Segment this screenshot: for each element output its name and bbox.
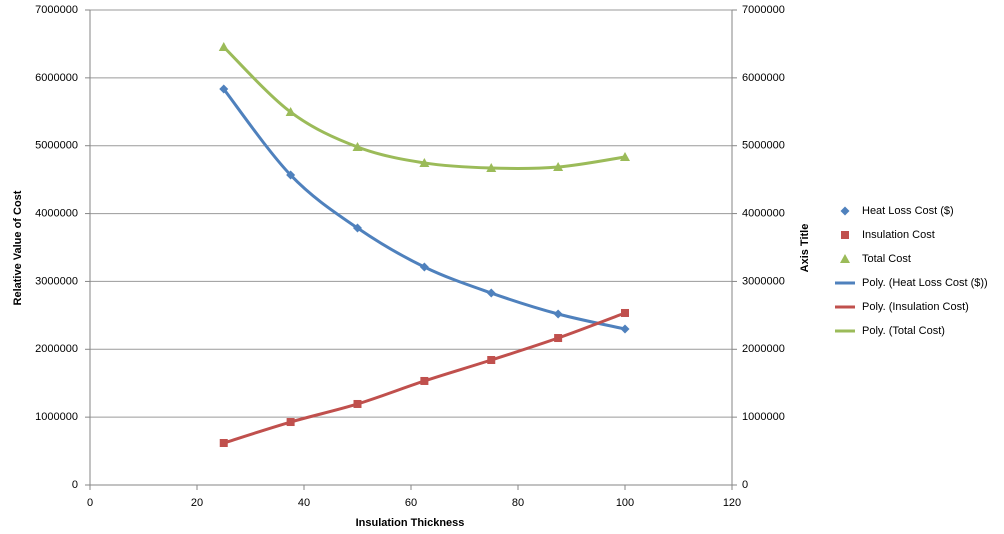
y2-tick-label: 4000000 <box>742 207 785 219</box>
marker <box>553 309 563 319</box>
marker <box>286 418 295 427</box>
marker <box>419 157 430 167</box>
legend-label: Poly. (Heat Loss Cost ($)) <box>862 277 988 289</box>
x-tick-label: 0 <box>87 497 93 509</box>
y2-tick-label: 5000000 <box>742 140 785 152</box>
marker <box>621 308 629 317</box>
marker <box>286 170 296 180</box>
x-tick-label: 80 <box>512 497 524 509</box>
y2-tick-label: 0 <box>742 479 748 491</box>
y2-tick-label: 3000000 <box>742 275 785 287</box>
legend-label: Poly. (Insulation Cost) <box>862 301 969 313</box>
y-tick-label: 4000000 <box>35 207 78 219</box>
marker <box>419 262 429 272</box>
marker <box>620 151 630 161</box>
y-tick-label: 6000000 <box>35 72 78 84</box>
y2-axis-title: Axis Title <box>799 224 811 273</box>
legend-marker <box>840 254 850 263</box>
x-tick-label: 120 <box>723 497 741 509</box>
y-tick-label: 3000000 <box>35 275 78 287</box>
legend-marker <box>841 231 849 239</box>
legend-label: Total Cost <box>862 253 911 265</box>
marker <box>285 107 296 117</box>
legend-label: Insulation Cost <box>862 229 935 241</box>
marker <box>486 163 497 173</box>
y2-tick-label: 1000000 <box>742 411 785 423</box>
legend-marker <box>840 206 850 216</box>
legend-label: Poly. (Total Cost) <box>862 325 945 337</box>
marker <box>219 438 228 447</box>
y-tick-label: 7000000 <box>35 4 78 16</box>
marker <box>353 223 362 233</box>
marker <box>420 376 429 385</box>
y2-tick-label: 7000000 <box>742 4 785 16</box>
marker <box>554 334 563 343</box>
marker <box>353 399 362 408</box>
y-tick-label: 1000000 <box>35 411 78 423</box>
x-tick-label: 100 <box>616 497 634 509</box>
legend-label: Heat Loss Cost ($) <box>862 205 954 217</box>
marker <box>218 42 229 52</box>
x-tick-label: 40 <box>298 497 310 509</box>
y2-tick-label: 6000000 <box>742 72 785 84</box>
marker <box>487 356 496 365</box>
marker <box>553 162 564 172</box>
y-tick-label: 0 <box>72 479 78 491</box>
x-axis-title: Insulation Thickness <box>356 517 465 529</box>
x-tick-label: 20 <box>191 497 203 509</box>
marker <box>620 324 630 334</box>
x-tick-label: 60 <box>405 497 417 509</box>
y-tick-label: 2000000 <box>35 343 78 355</box>
marker <box>219 84 229 94</box>
marker <box>352 142 363 152</box>
y2-tick-label: 2000000 <box>742 343 785 355</box>
marker <box>486 288 496 298</box>
y-axis-title: Relative Value of Cost <box>12 190 24 305</box>
y-tick-label: 5000000 <box>35 140 78 152</box>
